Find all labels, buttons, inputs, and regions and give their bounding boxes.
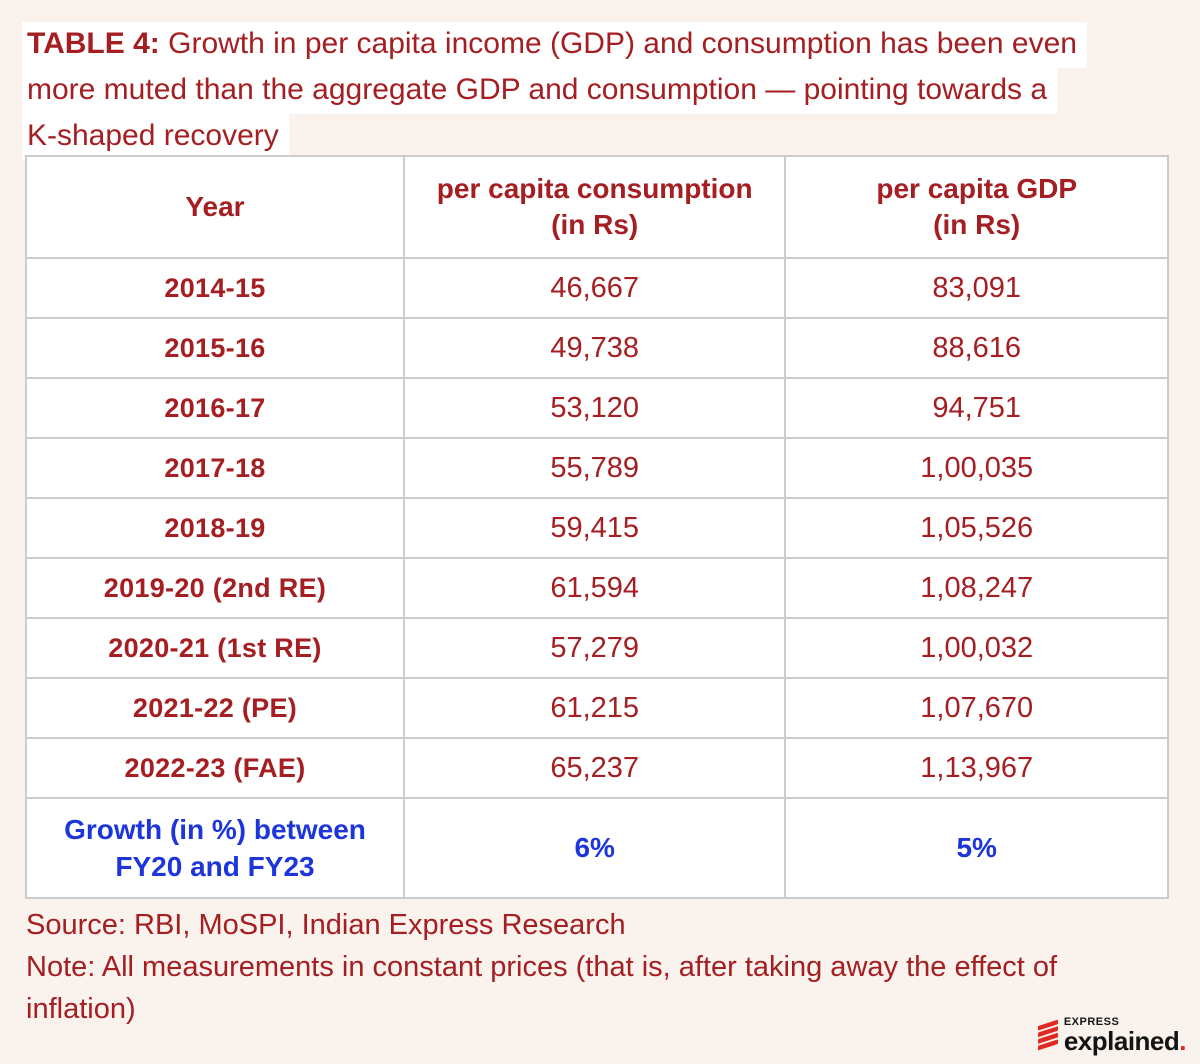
year-cell: 2022-23 (FAE) [25,737,405,799]
logo-text: EXPRESS explained. [1063,1015,1187,1056]
consumption-cell: 61,594 [402,557,787,619]
consumption-cell: 61,215 [402,677,787,739]
growth-label-cell: Growth (in %) between FY20 and FY23 [25,797,405,899]
table-row: 2016-17 53,120 94,751 [25,377,1169,439]
growth-gdp-cell: 5% [784,797,1169,899]
growth-label-line-1: Growth (in %) between [64,814,366,845]
year-cell: 2019-20 (2nd RE) [25,557,405,619]
gdp-cell: 1,08,247 [784,557,1169,619]
source-line: Source: RBI, MoSPI, Indian Express Resea… [26,909,626,941]
consumption-cell: 65,237 [402,737,787,799]
table-row: 2018-19 59,415 1,05,526 [25,497,1169,559]
title-line-3-text: K-shaped recovery [22,114,289,160]
consumption-cell: 57,279 [402,617,787,679]
consumption-cell: 46,667 [402,257,787,319]
year-cell: 2014-15 [25,257,405,319]
growth-summary-row: Growth (in %) between FY20 and FY23 6% 5… [25,797,1169,899]
logo-explained-label: explained. [1063,1025,1187,1056]
title-line-1: TABLE 4: Growth in per capita income (GD… [22,22,1087,68]
title-line-2: more muted than the aggregate GDP and co… [22,68,1058,114]
year-cell: 2020-21 (1st RE) [25,617,405,679]
express-explained-logo: EXPRESS explained. [1035,1015,1186,1055]
table-row: 2019-20 (2nd RE) 61,594 1,08,247 [25,557,1169,619]
year-cell: 2017-18 [25,437,405,499]
column-header-year: Year [25,155,405,259]
table-row: 2021-22 (PE) 61,215 1,07,670 [25,677,1169,739]
table-title: TABLE 4: Growth in per capita income (GD… [22,22,1087,160]
table-row: 2017-18 55,789 1,00,035 [25,437,1169,499]
column-header-consumption-unit: (in Rs) [551,209,639,240]
per-capita-table: Year per capita consumption (in Rs) per … [25,155,1169,899]
consumption-cell: 59,415 [402,497,787,559]
gdp-cell: 1,00,035 [784,437,1169,499]
year-cell: 2018-19 [25,497,405,559]
year-cell: 2021-22 (PE) [25,677,405,739]
column-header-consumption: per capita consumption (in Rs) [402,155,787,259]
table-row: 2015-16 49,738 88,616 [25,317,1169,379]
table-row: 2022-23 (FAE) 65,237 1,13,967 [25,737,1169,799]
column-header-gdp: per capita GDP (in Rs) [784,155,1169,259]
logo-red-dot: . [1179,1025,1186,1056]
title-prefix: TABLE 4: [27,27,160,60]
consumption-cell: 49,738 [402,317,787,379]
note-line: Note: All measurements in constant price… [26,951,1058,1025]
gdp-cell: 88,616 [784,317,1169,379]
column-header-consumption-label: per capita consumption [436,173,753,204]
column-header-gdp-label: per capita GDP [876,173,1078,204]
year-cell: 2016-17 [25,377,405,439]
column-header-gdp-unit: (in Rs) [933,209,1021,240]
gdp-cell: 1,07,670 [784,677,1169,739]
gdp-cell: 94,751 [784,377,1169,439]
footer-notes: Source: RBI, MoSPI, Indian Express Resea… [26,904,1141,1030]
indian-express-mark-icon [1037,1019,1058,1051]
consumption-cell: 55,789 [402,437,787,499]
table-row: 2014-15 46,667 83,091 [25,257,1169,319]
table-row: 2020-21 (1st RE) 57,279 1,00,032 [25,617,1169,679]
gdp-cell: 83,091 [784,257,1169,319]
year-cell: 2015-16 [25,317,405,379]
gdp-cell: 1,05,526 [784,497,1169,559]
consumption-cell: 53,120 [402,377,787,439]
title-line-1-text: Growth in per capita income (GDP) and co… [159,27,1077,60]
gdp-cell: 1,13,967 [784,737,1169,799]
gdp-cell: 1,00,032 [784,617,1169,679]
title-line-3: K-shaped recovery [22,114,289,160]
header-row: Year per capita consumption (in Rs) per … [25,155,1169,259]
logo-express-label: EXPRESS [1063,1015,1120,1028]
growth-consumption-cell: 6% [402,797,787,899]
column-header-year-label: Year [185,191,245,222]
growth-label-line-2: FY20 and FY23 [115,851,315,882]
title-line-2-text: more muted than the aggregate GDP and co… [22,68,1058,114]
